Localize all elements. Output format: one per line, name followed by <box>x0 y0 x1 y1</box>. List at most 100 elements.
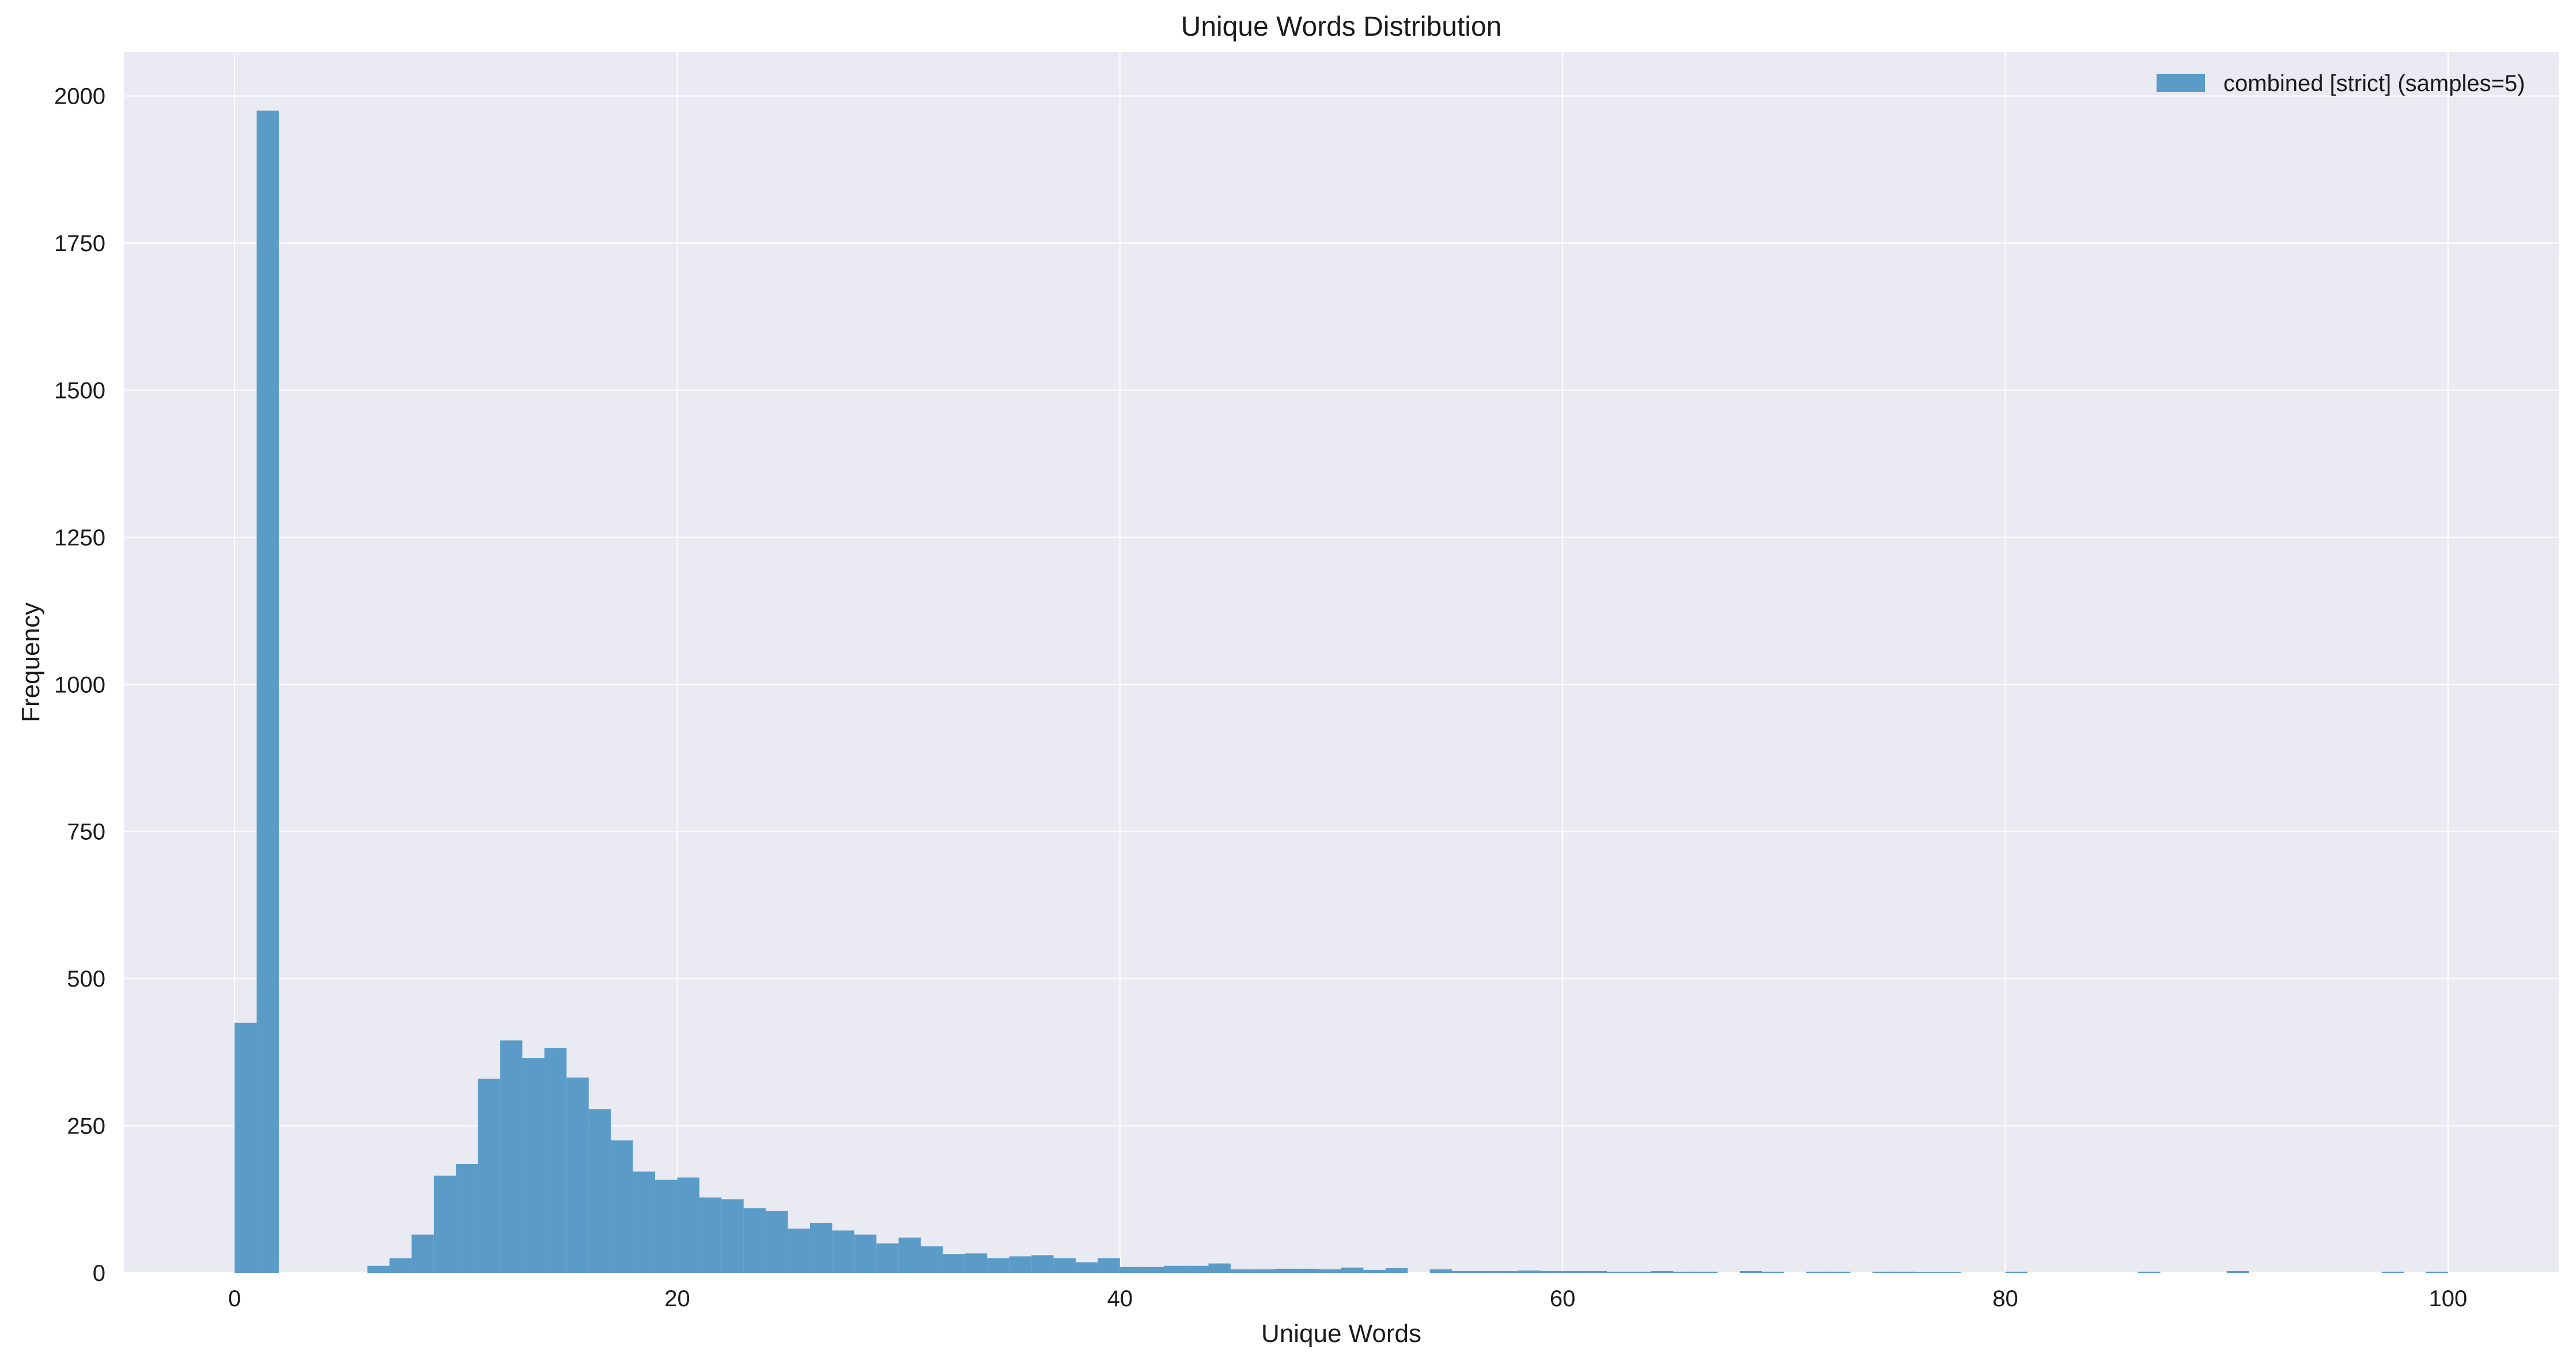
histogram-bar <box>2381 1271 2404 1273</box>
histogram-bar <box>964 1253 988 1273</box>
histogram-bar <box>1673 1271 1696 1273</box>
histogram-bar <box>1584 1271 1607 1273</box>
x-tick-label: 0 <box>228 1286 241 1311</box>
histogram-bar <box>1629 1271 1651 1273</box>
histogram-bar <box>655 1180 678 1273</box>
histogram-bar <box>677 1177 699 1273</box>
histogram-bar <box>1142 1267 1164 1273</box>
histogram-bar <box>544 1048 567 1273</box>
histogram-bar <box>1540 1271 1563 1273</box>
histogram-bar <box>1186 1265 1209 1273</box>
legend: combined [strict] (samples=5) <box>2157 71 2525 96</box>
histogram-bar <box>1031 1255 1054 1273</box>
histogram-bar <box>1828 1271 1851 1273</box>
histogram-bar <box>1319 1269 1341 1273</box>
histogram-bar <box>1518 1270 1541 1273</box>
histogram-bar <box>2138 1271 2161 1273</box>
histogram-bar <box>478 1078 501 1273</box>
histogram-bar <box>699 1197 722 1273</box>
histogram-bar <box>1496 1271 1519 1273</box>
histogram-bar <box>1230 1269 1253 1273</box>
y-tick-label: 250 <box>67 1114 105 1139</box>
histogram-bar <box>611 1140 633 1273</box>
histogram-bar <box>1208 1263 1231 1273</box>
histogram-bar <box>987 1258 1009 1273</box>
histogram-bar <box>588 1109 611 1273</box>
x-axis-title: Unique Words <box>1261 1320 1421 1348</box>
histogram-bar <box>2426 1271 2448 1273</box>
y-axis-title: Frequency <box>17 602 45 722</box>
histogram-bar <box>566 1077 589 1273</box>
histogram-bar <box>522 1058 544 1273</box>
histogram-bar <box>832 1230 854 1273</box>
histogram-bar <box>766 1211 788 1273</box>
histogram-bar <box>1474 1271 1496 1273</box>
histogram-bar <box>1253 1269 1275 1273</box>
y-tick-label: 750 <box>67 820 105 845</box>
histogram-bar <box>1739 1271 1762 1273</box>
histogram-bar <box>411 1234 434 1273</box>
x-tick-label: 40 <box>1107 1286 1133 1311</box>
histogram-bar <box>256 111 279 1273</box>
histogram-bar <box>1651 1271 1674 1273</box>
histogram-bar <box>876 1243 899 1273</box>
histogram-bar <box>854 1234 877 1273</box>
histogram-bar <box>389 1258 412 1273</box>
histogram-bar <box>1761 1271 1784 1273</box>
histogram-bar <box>1119 1267 1143 1273</box>
histogram-bar <box>456 1163 478 1273</box>
histogram-bar <box>1894 1271 1917 1273</box>
histogram-bar <box>1916 1272 1939 1273</box>
histogram-bar <box>1098 1258 1120 1273</box>
y-tick-label: 1250 <box>54 525 105 551</box>
histogram-bar <box>1009 1256 1032 1273</box>
x-axis-ticks: 0 20 40 60 80 100 <box>228 1286 2467 1311</box>
histogram-bar <box>1053 1258 1076 1273</box>
histogram-bar <box>1806 1271 1829 1273</box>
histogram-bar <box>1164 1265 1187 1273</box>
histogram-bar <box>1452 1271 1474 1273</box>
histogram-bar <box>1075 1262 1098 1273</box>
histogram-bars <box>234 111 2448 1273</box>
histogram-bar <box>500 1040 523 1273</box>
histogram-bar <box>1297 1268 1319 1273</box>
histogram-bar <box>1563 1271 1585 1273</box>
y-tick-label: 500 <box>67 966 105 992</box>
histogram-bar <box>1939 1272 1961 1273</box>
histogram-bar <box>943 1254 965 1273</box>
chart-title: Unique Words Distribution <box>1181 12 1502 42</box>
x-tick-label: 100 <box>2429 1286 2468 1311</box>
histogram-bar <box>633 1171 656 1273</box>
y-tick-label: 1000 <box>54 672 105 697</box>
histogram-bar <box>743 1208 766 1273</box>
y-tick-label: 2000 <box>54 84 105 109</box>
histogram-bar <box>1695 1271 1718 1273</box>
histogram-bar <box>234 1022 257 1273</box>
histogram-bar <box>1363 1269 1386 1273</box>
histogram-bar <box>898 1237 921 1273</box>
histogram-bar <box>921 1246 943 1273</box>
histogram-bar <box>1274 1268 1298 1273</box>
histogram-bar <box>1385 1268 1408 1273</box>
histogram-bar <box>1873 1271 1895 1273</box>
y-tick-label: 1500 <box>54 378 105 403</box>
y-axis-ticks: 0 250 500 750 1000 1250 1500 1750 2000 <box>54 84 105 1286</box>
y-tick-label: 0 <box>93 1261 105 1286</box>
histogram-bar <box>810 1223 833 1273</box>
x-tick-label: 80 <box>1992 1286 2018 1311</box>
histogram-bar <box>788 1228 810 1273</box>
histogram-bar <box>367 1265 390 1273</box>
histogram-bar <box>2005 1271 2027 1273</box>
y-tick-label: 1750 <box>54 231 105 256</box>
histogram-bar <box>1607 1271 1629 1273</box>
histogram-bar <box>433 1176 456 1273</box>
histogram-bar <box>2226 1271 2249 1273</box>
histogram-bar <box>1341 1267 1364 1273</box>
legend-swatch <box>2157 74 2205 92</box>
histogram-bar <box>721 1199 744 1273</box>
x-tick-label: 60 <box>1550 1286 1576 1311</box>
histogram-bar <box>1429 1269 1452 1273</box>
legend-label: combined [strict] (samples=5) <box>2223 71 2525 96</box>
x-tick-label: 20 <box>664 1286 690 1311</box>
